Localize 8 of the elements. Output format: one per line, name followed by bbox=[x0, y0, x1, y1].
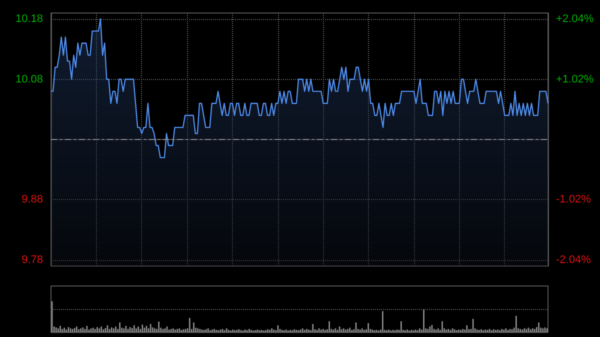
y2-tick-label: -1.02% bbox=[556, 194, 592, 206]
y2-tick-label: -2.04% bbox=[556, 254, 592, 266]
y2-tick-label: +2.04% bbox=[556, 13, 594, 26]
y-tick-label: 10.18 bbox=[15, 13, 43, 26]
y-tick-label: 9.88 bbox=[22, 194, 43, 206]
y-tick-label: 10.08 bbox=[15, 73, 43, 86]
y2-tick-label: +1.02% bbox=[556, 73, 594, 86]
y-tick-label: 9.78 bbox=[22, 254, 43, 266]
